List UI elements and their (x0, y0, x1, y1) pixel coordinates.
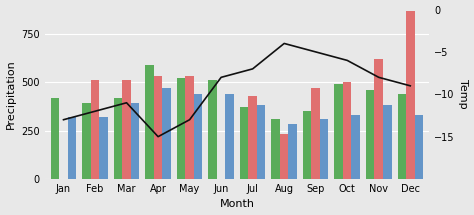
Bar (320, 119, 328, 179)
Bar (131, 103, 139, 179)
Bar (257, 105, 265, 179)
Bar (162, 88, 171, 179)
Bar (289, 124, 297, 179)
Bar (398, 94, 406, 179)
Bar (226, 94, 234, 179)
Bar (374, 59, 383, 179)
Bar (366, 90, 374, 179)
Y-axis label: Precipitation: Precipitation (6, 59, 16, 129)
Bar (122, 80, 131, 179)
Bar (154, 76, 162, 179)
Bar (177, 78, 185, 179)
Bar (280, 134, 289, 179)
Bar (352, 115, 360, 179)
Bar (51, 98, 59, 179)
X-axis label: Month: Month (219, 200, 255, 209)
Bar (311, 88, 320, 179)
Bar (209, 80, 217, 179)
Bar (91, 80, 99, 179)
Bar (99, 117, 108, 179)
Bar (406, 11, 415, 179)
Bar (383, 105, 392, 179)
Bar (343, 82, 352, 179)
Bar (68, 117, 76, 179)
Bar (335, 84, 343, 179)
Bar (185, 76, 194, 179)
Bar (82, 103, 91, 179)
Y-axis label: Temp: Temp (458, 80, 468, 109)
Bar (303, 111, 311, 179)
Bar (248, 96, 257, 179)
Bar (240, 107, 248, 179)
Bar (194, 94, 202, 179)
Bar (272, 119, 280, 179)
Bar (114, 98, 122, 179)
Bar (415, 115, 423, 179)
Bar (146, 65, 154, 179)
